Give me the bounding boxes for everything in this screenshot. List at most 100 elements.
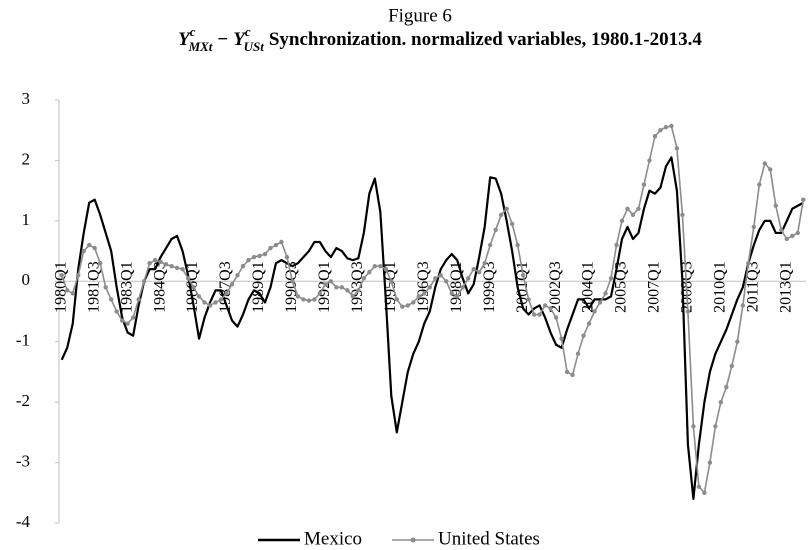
series-marker bbox=[103, 285, 108, 290]
series-marker bbox=[702, 490, 707, 495]
series-marker bbox=[273, 242, 279, 248]
series-marker bbox=[229, 282, 235, 287]
series-marker bbox=[663, 124, 669, 130]
series-marker bbox=[768, 167, 773, 172]
series-marker bbox=[185, 276, 191, 281]
series-marker bbox=[460, 285, 465, 290]
series-marker bbox=[674, 146, 680, 151]
series-marker bbox=[328, 279, 334, 284]
series-marker bbox=[795, 230, 800, 236]
y-tick-label: 0 bbox=[22, 270, 31, 289]
series-marker bbox=[174, 265, 180, 271]
series-marker bbox=[284, 254, 290, 260]
series-marker bbox=[735, 339, 740, 344]
series-marker bbox=[427, 285, 432, 290]
series-marker bbox=[367, 270, 372, 275]
series-marker bbox=[652, 134, 658, 139]
x-tick-label: 1990Q3 bbox=[283, 261, 300, 313]
legend-label: Mexico bbox=[304, 528, 362, 549]
series-marker bbox=[647, 158, 652, 163]
series-marker bbox=[526, 297, 531, 302]
series-marker bbox=[729, 363, 735, 369]
series-marker bbox=[114, 309, 119, 314]
x-tick-label: 2005Q3 bbox=[613, 261, 630, 313]
series-marker bbox=[487, 242, 493, 248]
series-marker bbox=[592, 309, 597, 314]
series-marker bbox=[312, 297, 317, 302]
series-marker bbox=[136, 297, 141, 302]
formula: c bbox=[245, 24, 251, 39]
series-marker bbox=[301, 297, 306, 302]
x-tick-label: 1996Q3 bbox=[415, 261, 432, 313]
series-marker bbox=[746, 260, 751, 266]
series-marker bbox=[416, 294, 421, 299]
formula: USt bbox=[244, 39, 265, 54]
series-marker bbox=[180, 267, 185, 272]
series-marker bbox=[801, 197, 806, 202]
series-marker bbox=[147, 260, 152, 266]
series-marker bbox=[119, 318, 125, 323]
series-marker bbox=[438, 273, 443, 278]
series-marker bbox=[130, 315, 136, 320]
series-marker bbox=[680, 212, 685, 218]
series-marker bbox=[257, 253, 262, 259]
series-marker bbox=[295, 294, 301, 299]
y-tick-label: 1 bbox=[22, 210, 31, 229]
series-marker bbox=[531, 312, 537, 317]
chart-subtitle: Synchronization. normalized variables, 1… bbox=[269, 29, 702, 50]
series-marker bbox=[202, 300, 207, 305]
series-marker bbox=[92, 245, 97, 251]
x-tick-label: 1999Q3 bbox=[481, 261, 498, 313]
x-tick-label: 2013Q1 bbox=[777, 261, 794, 313]
series-marker bbox=[713, 424, 718, 429]
series-marker bbox=[405, 303, 410, 308]
series-marker bbox=[218, 297, 224, 302]
series-marker bbox=[520, 273, 526, 278]
series-marker bbox=[641, 182, 647, 187]
legend-label: United States bbox=[438, 528, 540, 549]
series-marker bbox=[65, 288, 70, 293]
series-marker bbox=[378, 263, 383, 269]
x-tick-label: 1993Q3 bbox=[349, 261, 366, 313]
series-marker bbox=[213, 300, 218, 305]
series-marker bbox=[350, 294, 356, 299]
series-marker bbox=[493, 227, 498, 233]
series-marker bbox=[548, 306, 553, 311]
series-marker bbox=[279, 239, 284, 245]
series-marker bbox=[141, 279, 147, 284]
series-marker bbox=[290, 279, 295, 284]
series-marker bbox=[779, 227, 784, 233]
series-marker bbox=[323, 282, 328, 287]
series-marker bbox=[757, 182, 762, 187]
series-marker bbox=[515, 242, 520, 248]
y-tick-label: -4 bbox=[16, 512, 31, 531]
formula: − bbox=[217, 29, 228, 50]
series-marker bbox=[383, 267, 389, 272]
series-marker bbox=[87, 242, 92, 248]
series-marker bbox=[191, 285, 196, 290]
series-marker bbox=[108, 297, 114, 302]
x-tick-label: 2011Q3 bbox=[744, 261, 761, 312]
series-marker bbox=[614, 242, 619, 248]
series-marker bbox=[509, 221, 515, 227]
series-marker bbox=[625, 206, 630, 211]
series-marker bbox=[685, 309, 691, 314]
series-marker bbox=[740, 303, 746, 308]
series-marker bbox=[356, 288, 361, 293]
series-marker bbox=[471, 267, 476, 272]
y-tick-label: -2 bbox=[16, 391, 30, 410]
x-tick-label: 2002Q3 bbox=[547, 261, 564, 313]
series-marker bbox=[658, 128, 663, 133]
series-marker bbox=[444, 279, 449, 284]
series-line bbox=[60, 156, 804, 500]
series-marker bbox=[389, 279, 394, 284]
series-marker bbox=[235, 273, 240, 278]
x-tick-label: 1983Q1 bbox=[118, 261, 135, 313]
x-tick-label: 1989Q1 bbox=[250, 261, 267, 313]
x-tick-label: 1984Q3 bbox=[151, 261, 168, 313]
series-marker bbox=[345, 288, 350, 293]
series-marker bbox=[586, 321, 592, 326]
series-marker bbox=[696, 484, 702, 489]
series-marker bbox=[691, 424, 696, 429]
